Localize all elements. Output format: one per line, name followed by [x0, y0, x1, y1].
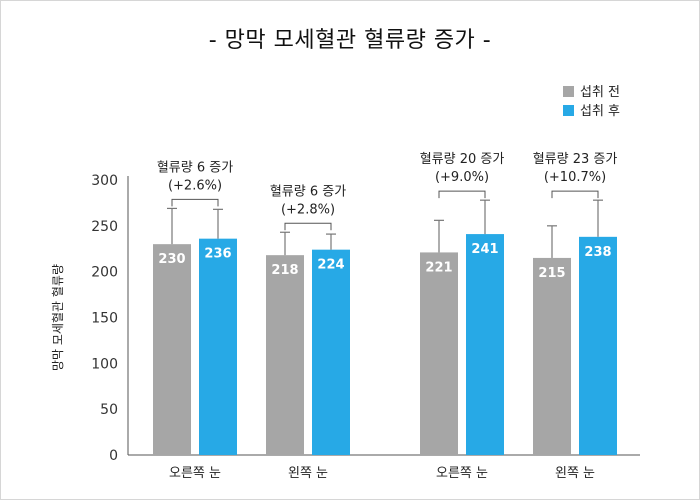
bar-before [533, 257, 571, 455]
annotation-percent: (+10.7%) [544, 170, 606, 185]
annotation-percent: (+2.8%) [281, 202, 335, 217]
comparison-bracket [438, 190, 486, 199]
legend: 섭취 전섭취 후 [563, 85, 620, 119]
bar-after [466, 234, 504, 455]
y-axis-ticks: 0 50 100 150 200 250 300 [91, 173, 118, 464]
bar-value-label: 236 [204, 247, 231, 262]
annotation-increase: 혈류량 6 증가 [157, 160, 233, 175]
bar-after [199, 238, 237, 455]
legend-label: 섭취 전 [580, 85, 620, 100]
x-tick-label: 오른쪽 눈 [169, 466, 221, 481]
bar-series: 230 236 218 224 221 241 215 238 [153, 199, 617, 455]
bar-value-label: 221 [425, 260, 452, 275]
y-tick-label: 300 [91, 173, 118, 189]
comparison-bracket [551, 190, 599, 199]
annotations: (+2.6%) 혈류량 6 증가 (+2.8%) 혈류량 6 증가 (+9.0%) 혈류량… [157, 152, 618, 231]
legend-swatch-before [563, 86, 574, 97]
annotation-increase: 혈류량 6 증가 [270, 184, 346, 199]
annotation-percent: (+9.0%) [435, 170, 489, 185]
bar-value-label: 238 [584, 245, 611, 260]
bar-before [266, 255, 304, 455]
annotation-increase: 혈류량 23 증가 [533, 152, 618, 167]
x-tick-label: 왼쪽 눈 [555, 466, 595, 481]
chart-title: - 망막 모세혈관 혈류량 증가 - [208, 28, 492, 53]
y-tick-label: 100 [91, 356, 118, 372]
comparison-bracket [284, 222, 332, 231]
y-axis-label: 망막 모세혈관 혈류량 [51, 264, 65, 371]
y-tick-label: 50 [100, 402, 118, 418]
legend-label: 섭취 후 [580, 104, 620, 119]
bar-before [153, 244, 191, 455]
bar-after [312, 249, 350, 455]
y-tick-label: 200 [91, 265, 118, 281]
bar-value-label: 241 [471, 242, 498, 257]
x-tick-label: 오른쪽 눈 [436, 466, 488, 481]
x-axis-tick-labels: 오른쪽 눈 왼쪽 눈 오른쪽 눈 왼쪽 눈 [169, 466, 595, 481]
x-tick-label: 왼쪽 눈 [288, 466, 328, 481]
comparison-bracket [171, 198, 219, 207]
bar-value-label: 224 [317, 258, 344, 273]
bar-before [420, 252, 458, 455]
legend-swatch-after [563, 105, 574, 116]
bar-after [579, 236, 617, 455]
bar-value-label: 230 [158, 252, 185, 267]
y-tick-label: 250 [91, 219, 118, 235]
annotation-percent: (+2.6%) [168, 178, 222, 193]
y-tick-label: 150 [91, 311, 118, 327]
bar-value-label: 218 [271, 263, 298, 278]
bar-value-label: 215 [538, 266, 565, 281]
annotation-increase: 혈류량 20 증가 [420, 152, 505, 167]
y-tick-label: 0 [109, 448, 118, 464]
